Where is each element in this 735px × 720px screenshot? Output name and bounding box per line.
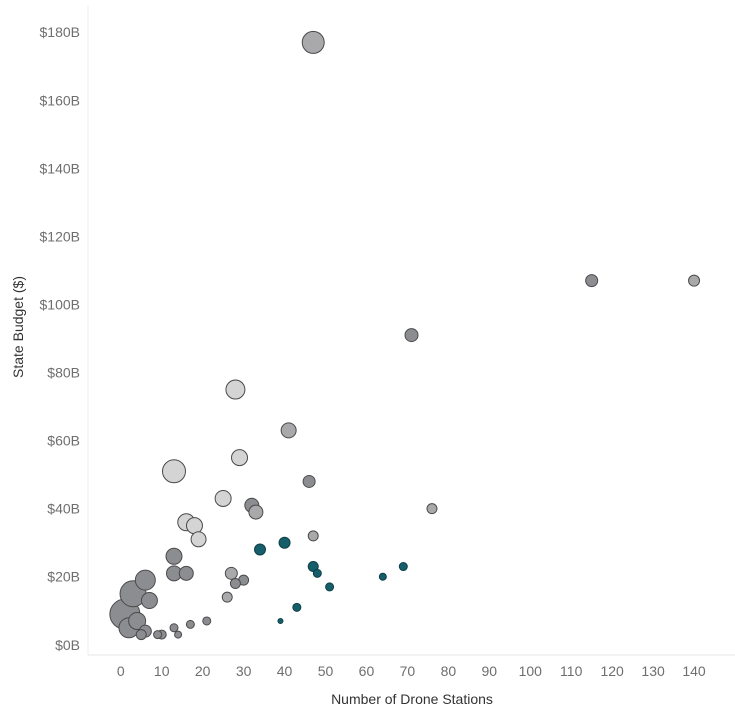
y-tick-label: $80B [47,365,80,381]
data-point[interactable] [224,566,238,580]
x-tick-label: 40 [277,663,293,679]
data-point[interactable] [378,572,387,581]
data-point[interactable] [301,30,325,54]
x-tick-label: 10 [154,663,170,679]
data-point[interactable] [135,629,147,641]
y-tick-label: $100B [40,296,80,312]
data-point[interactable] [398,562,408,572]
data-point[interactable] [253,543,266,556]
y-tick-label: $180B [40,24,80,40]
data-point[interactable] [174,630,183,639]
y-tick-label: $0B [55,637,80,653]
data-points [109,30,701,641]
data-point[interactable] [325,582,335,592]
data-point[interactable] [248,504,264,520]
y-tick-label: $120B [40,228,80,244]
y-tick-label: $40B [47,501,80,517]
x-tick-label: 70 [400,663,416,679]
data-point[interactable] [688,274,701,287]
data-point[interactable] [185,619,195,629]
data-point[interactable] [140,592,158,610]
data-point[interactable] [190,531,207,548]
x-tick-label: 0 [117,663,125,679]
x-tick-label: 50 [318,663,334,679]
x-tick-label: 80 [441,663,457,679]
y-tick-label: $20B [47,569,80,585]
x-tick-label: 60 [359,663,375,679]
y-tick-label: $140B [40,160,80,176]
data-point[interactable] [165,547,183,565]
x-tick-label: 140 [682,663,706,679]
data-point[interactable] [169,623,179,633]
x-tick-label: 100 [519,663,543,679]
x-axis-title: Number of Drone Stations [331,691,493,707]
x-tick-label: 120 [600,663,624,679]
data-point[interactable] [231,449,249,467]
data-point[interactable] [302,474,316,488]
data-point[interactable] [307,530,319,542]
y-axis-ticks: $0B $20B $40B $60B $80B $100B $120B $140B $160B $… [40,24,80,653]
x-tick-label: 90 [482,663,498,679]
x-tick-label: 130 [641,663,665,679]
x-tick-label: 20 [195,663,211,679]
data-point[interactable] [229,578,241,590]
x-tick-label: 110 [560,663,583,679]
data-point[interactable] [292,602,302,612]
x-tick-label: 30 [236,663,252,679]
data-point[interactable] [585,274,599,288]
data-point[interactable] [221,591,233,603]
data-point[interactable] [178,565,194,581]
x-axis-ticks: 0 10 20 30 40 50 60 70 80 90 100 110 120 130 140 [117,663,706,679]
data-point[interactable] [280,422,297,439]
data-point[interactable] [312,568,322,578]
data-point[interactable] [161,459,186,484]
data-point[interactable] [225,379,246,400]
y-tick-label: $60B [47,433,80,449]
data-point[interactable] [277,617,284,624]
y-tick-label: $160B [40,92,80,108]
data-point[interactable] [202,616,212,626]
data-point[interactable] [426,503,438,515]
data-point[interactable] [278,536,291,549]
data-point[interactable] [404,328,419,343]
y-axis-title: State Budget ($) [10,276,26,378]
data-point[interactable] [214,489,232,507]
data-point[interactable] [134,569,156,591]
data-point[interactable] [153,630,163,640]
data-point[interactable] [128,611,147,630]
data-point[interactable] [185,517,203,535]
